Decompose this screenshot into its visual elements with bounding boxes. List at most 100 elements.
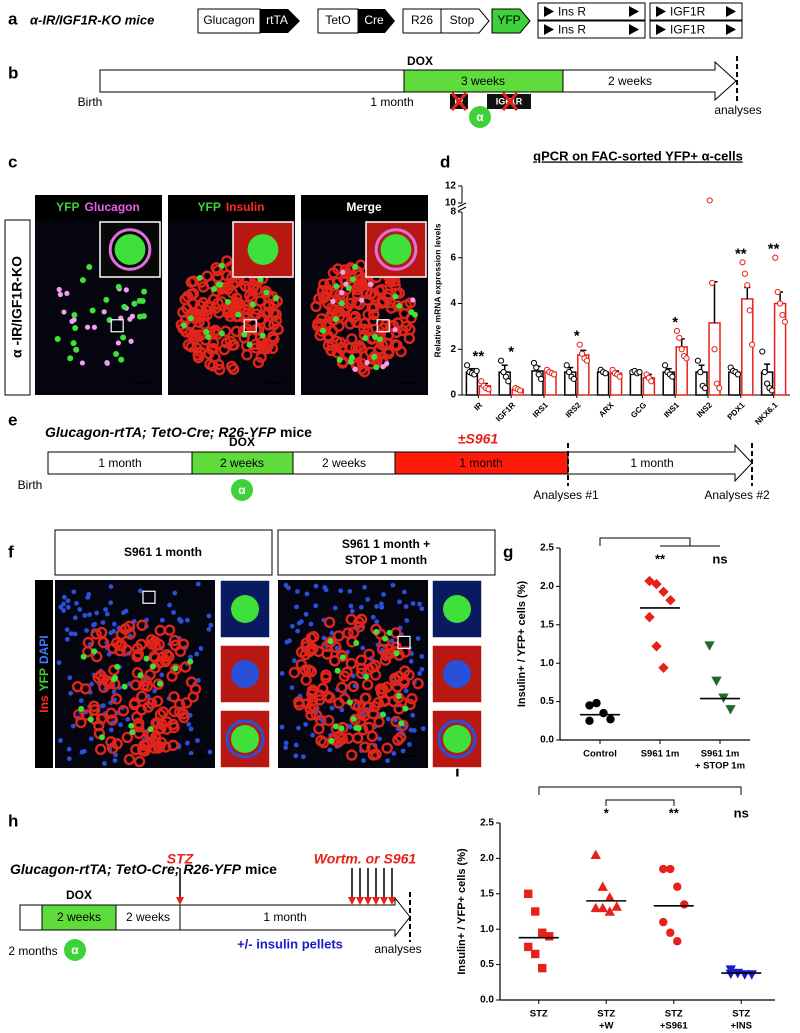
nucleus — [397, 599, 402, 605]
insulin-cell — [161, 648, 173, 661]
insulin-cell — [240, 307, 253, 320]
inset-cell — [231, 595, 259, 623]
insulin-cell — [96, 626, 108, 639]
yfp-cell — [339, 654, 346, 661]
x-tick-label: +INS — [731, 1021, 752, 1032]
yfp-cell — [411, 311, 418, 318]
yfp-cell — [393, 650, 400, 657]
insulin-cell — [352, 732, 364, 744]
nucleus — [400, 748, 406, 754]
image-header-label: STOP 1 month — [345, 553, 427, 567]
data-point — [709, 279, 716, 287]
insulin-cell — [153, 741, 166, 753]
insulin-cell — [328, 314, 341, 326]
segment-label: 3 weeks — [461, 74, 505, 88]
loxp-site — [629, 6, 639, 17]
x-tick-label: IRS2 — [564, 400, 583, 419]
nucleus — [66, 746, 72, 752]
nucleus — [293, 753, 299, 759]
data-point — [538, 375, 545, 383]
yfp-cell — [382, 635, 389, 642]
insulin-cell — [243, 282, 256, 294]
data-point — [749, 341, 756, 348]
insulin-cell — [355, 613, 368, 626]
nucleus — [92, 621, 98, 627]
data-point — [597, 902, 608, 913]
data-point — [673, 937, 682, 946]
yfp-cell — [187, 658, 194, 665]
nucleus — [393, 717, 398, 723]
y-tick-label: 1.5 — [540, 619, 554, 630]
knockout-cross — [450, 92, 519, 111]
insulin-cell — [395, 345, 407, 358]
data-point — [604, 906, 615, 916]
insulin-cell — [310, 709, 323, 721]
insulin-cell — [404, 297, 417, 309]
yfp-cell — [78, 705, 85, 712]
nucleus — [112, 758, 118, 763]
insulin-cell — [361, 679, 374, 691]
data-point — [673, 327, 681, 335]
inset-cell — [231, 660, 259, 688]
data-point — [524, 942, 533, 952]
inset-ring — [374, 228, 418, 271]
construct-label: Cre — [364, 13, 384, 27]
y-tick-label: 2 — [450, 344, 456, 355]
insulin-cell — [201, 270, 213, 282]
segment-label: 1 month — [263, 910, 306, 924]
alpha-label: α — [476, 110, 484, 124]
insulin-cell — [368, 700, 381, 713]
nucleus — [207, 749, 213, 755]
construct-box — [197, 8, 261, 34]
nucleus — [347, 588, 353, 594]
nucleus — [295, 628, 301, 634]
panel-letter: i — [455, 761, 460, 780]
yfp-cell — [120, 334, 127, 341]
insulin-cell — [103, 677, 115, 690]
yfp-cell — [187, 315, 194, 322]
nucleus — [303, 721, 309, 727]
data-point — [702, 385, 709, 392]
yfp-cell — [71, 311, 78, 318]
nucleus — [374, 604, 380, 609]
nucleus — [65, 604, 71, 610]
nucleus — [390, 582, 396, 588]
image-header-label: S961 1 month — [124, 545, 202, 559]
insulin-cell — [301, 698, 313, 710]
yfp-cell — [373, 628, 380, 635]
yfp-cell — [114, 663, 121, 670]
insulin-cell — [218, 343, 231, 356]
insulin-cell — [194, 346, 207, 358]
yfp-cell — [99, 734, 106, 741]
insulin-cell — [149, 651, 161, 664]
insulin-cell — [355, 342, 367, 355]
nucleus — [403, 688, 409, 694]
data-point — [502, 373, 509, 380]
nucleus — [289, 623, 295, 629]
inset-cell — [114, 234, 146, 265]
nucleus — [348, 724, 353, 730]
yfp-cell — [376, 336, 383, 343]
yfp-cell — [372, 333, 379, 340]
title-suffix: mice — [280, 424, 312, 440]
construct-label: Stop — [450, 13, 475, 27]
nucleus — [391, 751, 397, 756]
nucleus — [294, 604, 299, 610]
insulin-cell — [251, 303, 263, 315]
data-point — [464, 362, 471, 369]
insulin-cell — [363, 648, 375, 660]
x-tick-label: PDX1 — [726, 400, 748, 422]
insulin-cell — [194, 310, 206, 322]
timeline-label: Analyses #2 — [704, 488, 770, 502]
significance: ** — [735, 245, 747, 262]
glucagon-cell — [392, 327, 398, 333]
insulin-cell — [307, 631, 320, 643]
insulin-cell — [229, 296, 242, 308]
nucleus — [167, 602, 172, 608]
y-tick-label: 0.0 — [480, 995, 494, 1006]
y-tick-label: 2.0 — [480, 853, 494, 864]
nucleus — [152, 688, 158, 694]
nucleus — [61, 601, 66, 607]
glucagon-cell — [115, 340, 121, 346]
